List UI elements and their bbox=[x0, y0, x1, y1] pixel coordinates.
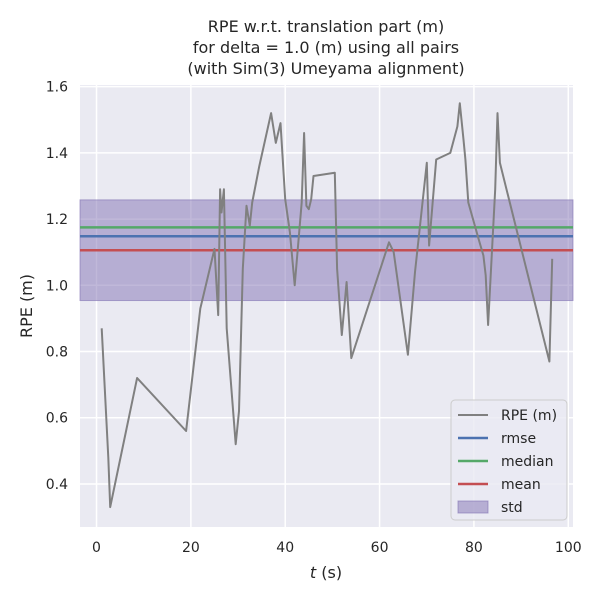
legend-box bbox=[450, 399, 568, 521]
x-axis-ticks: 0 20 40 60 80 100 bbox=[92, 540, 582, 556]
y-tick-label: 0.8 bbox=[46, 345, 68, 361]
y-tick-label: 1.4 bbox=[46, 146, 68, 162]
rpe-line bbox=[100, 102, 554, 509]
legend-label: rmse bbox=[501, 431, 536, 447]
x-tick-label: 0 bbox=[92, 540, 101, 556]
legend-label: mean bbox=[501, 477, 541, 493]
legend-label: RPE (m) bbox=[501, 408, 557, 424]
y-tick-label: 1.0 bbox=[46, 278, 68, 294]
y-tick-label: 1.6 bbox=[46, 80, 68, 96]
x-axis-label: t (s) bbox=[310, 563, 342, 582]
y-axis-label: RPE (m) bbox=[17, 274, 36, 338]
chart-title: RPE w.r.t. translation part (m) for delt… bbox=[187, 17, 464, 78]
x-tick-label: 80 bbox=[465, 540, 483, 556]
x-tick-label: 60 bbox=[371, 540, 389, 556]
y-tick-label: 0.4 bbox=[46, 477, 68, 493]
y-tick-label: 0.6 bbox=[46, 411, 68, 427]
legend: RPE (m) rmse median mean std bbox=[450, 399, 568, 521]
y-axis-ticks: 0.4 0.6 0.8 1.0 1.2 1.4 1.6 bbox=[46, 80, 68, 493]
rpe-series-layer bbox=[100, 102, 554, 509]
x-tick-label: 40 bbox=[276, 540, 294, 556]
x-tick-label: 20 bbox=[182, 540, 200, 556]
x-axis-label-unit: (s) bbox=[316, 563, 342, 582]
x-tick-label: 100 bbox=[555, 540, 582, 556]
chart-title-line-1: RPE w.r.t. translation part (m) bbox=[208, 17, 444, 36]
legend-swatch-std bbox=[457, 500, 489, 514]
legend-label: std bbox=[501, 500, 523, 516]
stat-lines-layer bbox=[80, 226, 573, 252]
chart-title-line-2: for delta = 1.0 (m) using all pairs bbox=[193, 38, 459, 57]
legend-entries: RPE (m) rmse median mean std bbox=[457, 408, 557, 516]
x-axis-label-italic: t bbox=[310, 563, 317, 582]
y-tick-label: 1.2 bbox=[46, 212, 68, 228]
chart-title-line-3: (with Sim(3) Umeyama alignment) bbox=[187, 59, 464, 78]
legend-label: median bbox=[501, 454, 553, 470]
